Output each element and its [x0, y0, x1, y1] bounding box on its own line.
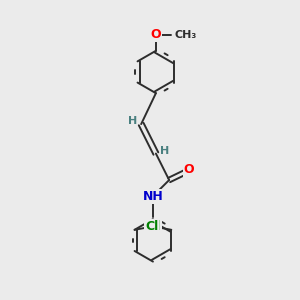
- Text: O: O: [184, 163, 194, 176]
- Text: CH₃: CH₃: [174, 30, 197, 40]
- Text: H: H: [160, 146, 169, 156]
- Text: H: H: [128, 116, 137, 126]
- Text: Cl: Cl: [148, 220, 161, 233]
- Text: NH: NH: [142, 190, 163, 203]
- Text: Cl: Cl: [145, 220, 158, 233]
- Text: O: O: [151, 28, 161, 41]
